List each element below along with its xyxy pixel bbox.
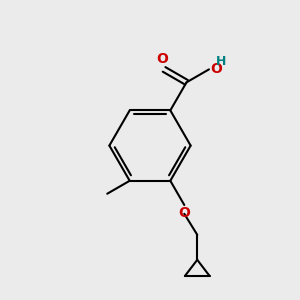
Text: O: O (178, 206, 190, 220)
Text: O: O (210, 62, 222, 76)
Text: O: O (156, 52, 168, 66)
Text: H: H (216, 55, 226, 68)
